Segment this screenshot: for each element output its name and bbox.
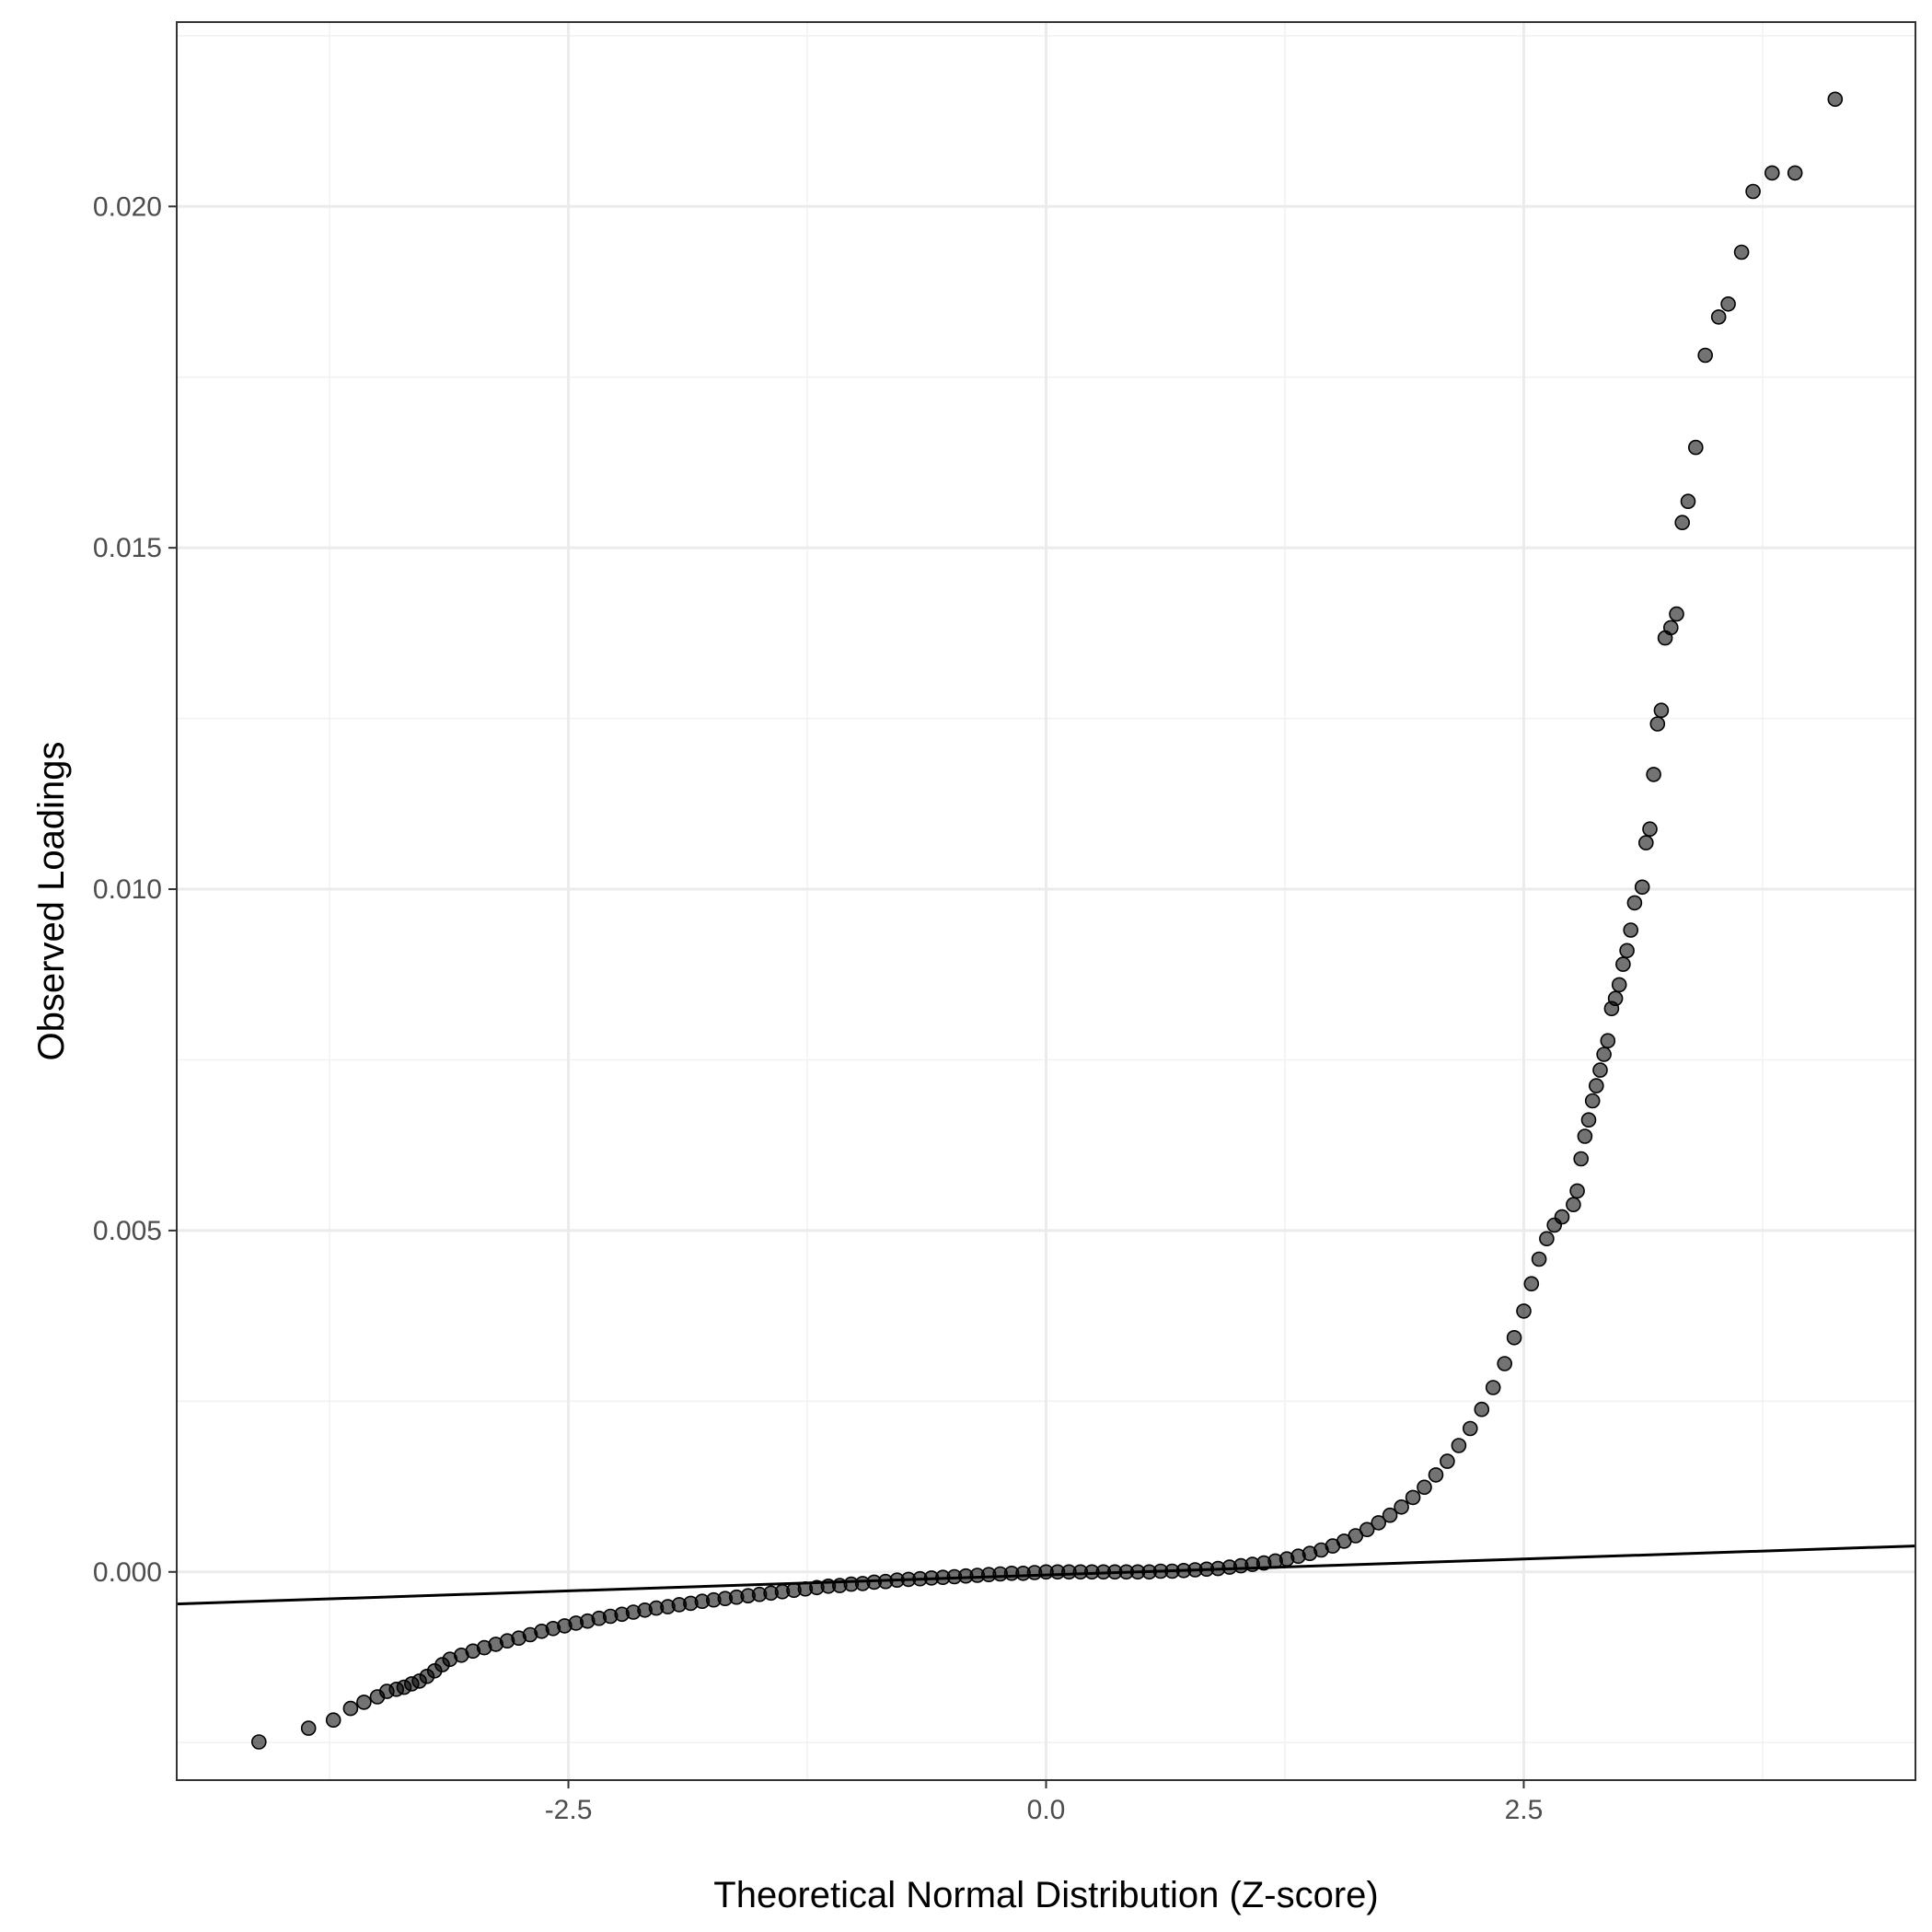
data-point (300, 1720, 317, 1736)
data-point (1669, 606, 1684, 622)
data-point (1600, 1033, 1616, 1048)
data-point (1440, 1453, 1455, 1469)
data-point (1506, 1330, 1522, 1346)
major-gridlines (177, 22, 1915, 1780)
x-tick-label: 0.0 (1027, 1795, 1066, 1825)
y-axis: 0.000 0.005 0.010 0.015 0.020 (93, 191, 177, 1588)
data-point (1611, 977, 1627, 993)
data-point (1497, 1356, 1512, 1371)
data-point (1577, 1128, 1593, 1144)
reference-line (176, 1544, 1916, 1606)
data-point (250, 1734, 267, 1750)
data-point (1573, 1151, 1589, 1167)
x-tick-label: 2.5 (1505, 1795, 1544, 1825)
data-point (1638, 835, 1654, 850)
x-axis-title: Theoretical Normal Distribution (Z-score… (713, 1875, 1378, 1915)
data-point (356, 1695, 372, 1710)
data-point (1634, 879, 1650, 896)
data-point (1787, 165, 1803, 181)
data-point (1745, 183, 1761, 200)
data-point (1348, 1528, 1364, 1544)
data-point (1623, 922, 1638, 938)
data-point (1592, 1062, 1608, 1078)
data-point (1474, 1401, 1490, 1417)
data-point (1523, 1276, 1540, 1291)
data-point (1764, 165, 1780, 181)
data-point (1382, 1507, 1398, 1523)
data-point (342, 1700, 359, 1717)
data-point (1827, 91, 1844, 108)
data-point (1688, 439, 1704, 456)
data-point (325, 1712, 341, 1728)
data-point (1653, 702, 1670, 719)
y-tick-label: 0.000 (93, 1557, 162, 1588)
data-point (1485, 1380, 1501, 1395)
data-point (1642, 821, 1658, 838)
data-point (1516, 1303, 1532, 1319)
data-point (1646, 767, 1661, 782)
data-point (1589, 1078, 1604, 1093)
data-point (1584, 1093, 1601, 1109)
data-point (1569, 1183, 1585, 1199)
y-tick-label: 0.010 (93, 874, 162, 905)
data-point (1428, 1467, 1444, 1483)
data-point (1674, 515, 1690, 531)
data-point (1710, 309, 1727, 325)
data-point (1596, 1047, 1612, 1062)
y-tick-label: 0.005 (93, 1216, 162, 1246)
data-point (1554, 1209, 1570, 1225)
data-point (1615, 956, 1631, 972)
y-axis-title: Observed Loadings (31, 742, 72, 1061)
data-point (1566, 1197, 1581, 1212)
data-point (1371, 1515, 1386, 1531)
data-point (1619, 943, 1635, 959)
data-point (1539, 1231, 1555, 1247)
data-point (1680, 493, 1696, 510)
data-point (1733, 244, 1750, 260)
data-point (1607, 990, 1624, 1006)
data-point (1663, 619, 1679, 636)
data-points (250, 91, 1844, 1750)
x-tick-label: -2.5 (545, 1795, 593, 1825)
data-point (1649, 716, 1666, 732)
y-tick-label: 0.020 (93, 191, 162, 222)
data-point (1451, 1438, 1467, 1453)
data-point (1359, 1521, 1375, 1538)
data-point (1394, 1499, 1409, 1515)
data-point (1626, 895, 1643, 911)
data-point (1417, 1479, 1432, 1496)
data-point (1580, 1112, 1597, 1128)
data-point (1531, 1251, 1547, 1267)
data-point (1405, 1489, 1421, 1506)
data-point (1697, 347, 1713, 364)
x-axis: -2.5 0.0 2.5 (545, 1780, 1544, 1825)
y-tick-label: 0.015 (93, 533, 162, 563)
data-point (1720, 295, 1736, 312)
data-point (1463, 1420, 1478, 1437)
